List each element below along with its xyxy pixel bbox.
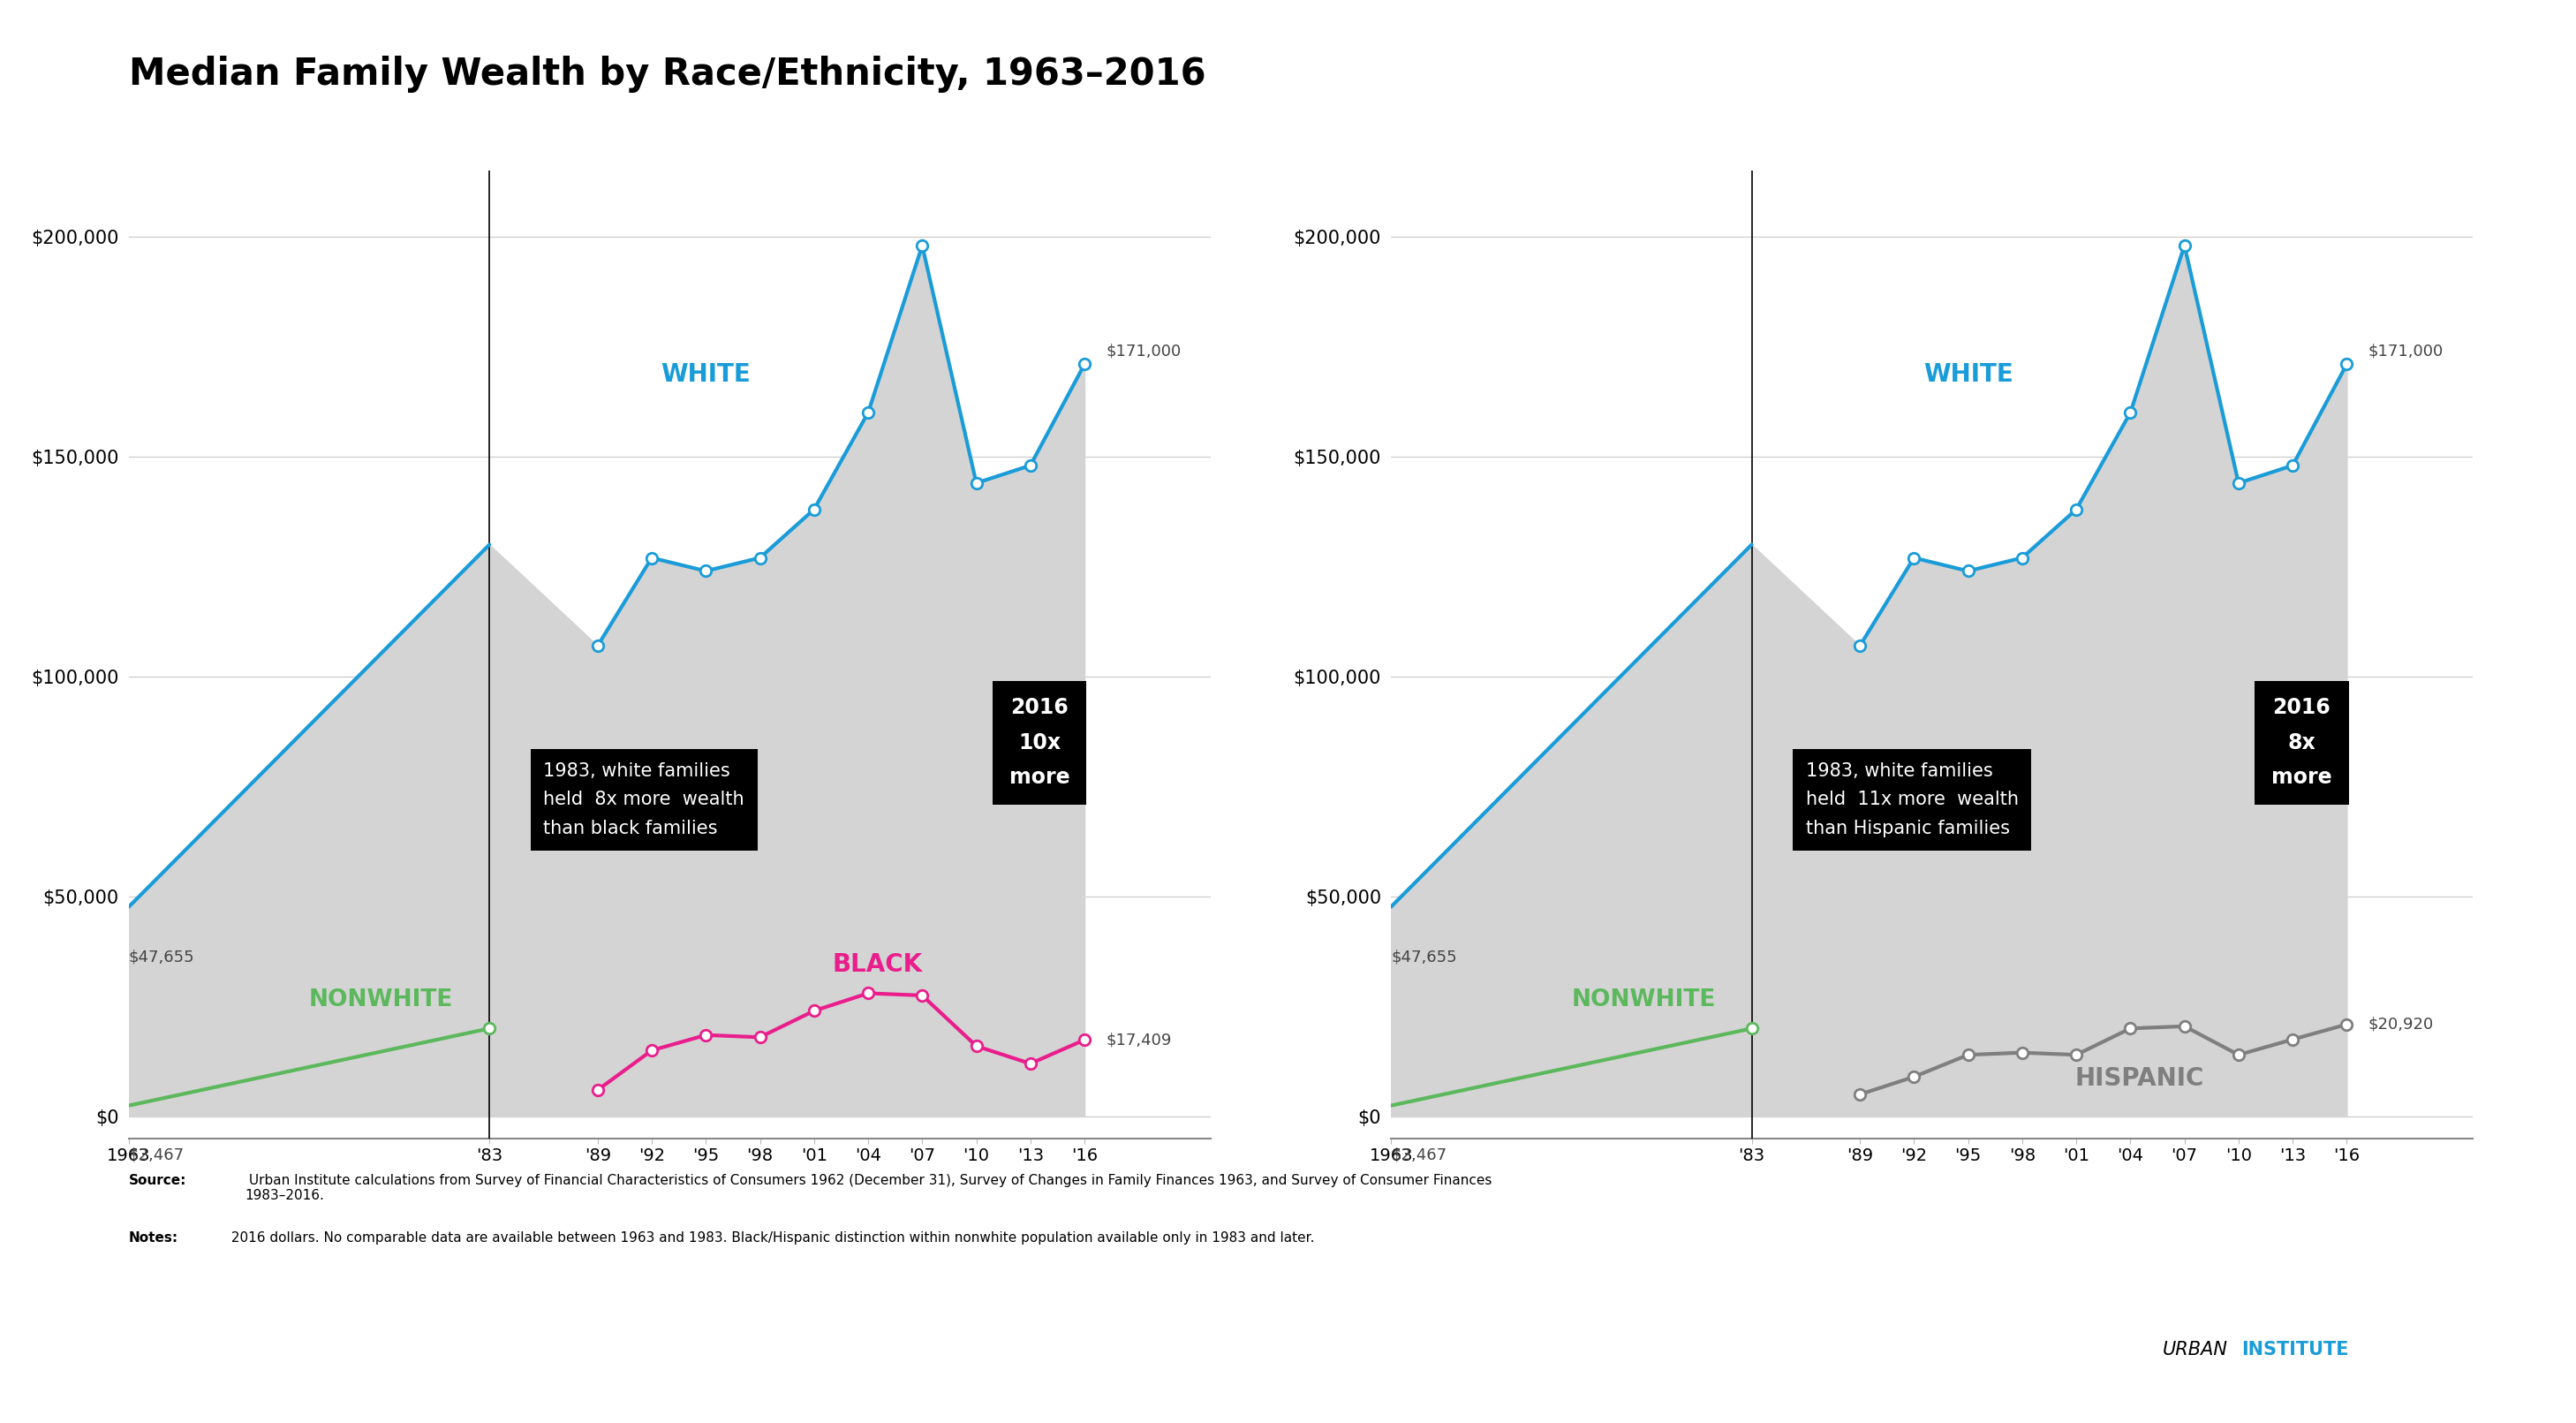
Text: 1983, white families
held  11x more  wealth
than Hispanic families: 1983, white families held 11x more wealt… xyxy=(1806,761,2020,838)
Text: Source:: Source: xyxy=(129,1174,185,1187)
Text: Urban Institute calculations from Survey of Financial Characteristics of Consume: Urban Institute calculations from Survey… xyxy=(245,1174,1492,1202)
Text: URBAN: URBAN xyxy=(2164,1340,2228,1358)
Text: NONWHITE: NONWHITE xyxy=(1571,989,1716,1012)
Text: $2,467: $2,467 xyxy=(129,1147,185,1163)
Text: WHITE: WHITE xyxy=(1924,363,2012,387)
Text: 2016 dollars. No comparable data are available between 1963 and 1983. Black/Hisp: 2016 dollars. No comparable data are ava… xyxy=(227,1231,1314,1244)
Text: $47,655: $47,655 xyxy=(1391,949,1458,965)
Text: 1983, white families
held  8x more  wealth
than black families: 1983, white families held 8x more wealth… xyxy=(544,761,744,838)
Text: NONWHITE: NONWHITE xyxy=(309,989,453,1012)
Text: Notes:: Notes: xyxy=(129,1231,178,1244)
Text: Median Family Wealth by Race/Ethnicity, 1963–2016: Median Family Wealth by Race/Ethnicity, … xyxy=(129,55,1206,92)
Text: $47,655: $47,655 xyxy=(129,949,196,965)
Text: $20,920: $20,920 xyxy=(2367,1016,2434,1032)
Text: 2016
10x
more: 2016 10x more xyxy=(1010,697,1069,788)
Text: HISPANIC: HISPANIC xyxy=(2074,1066,2205,1091)
Text: WHITE: WHITE xyxy=(662,363,750,387)
Text: $2,467: $2,467 xyxy=(1391,1147,1448,1163)
Text: $17,409: $17,409 xyxy=(1105,1032,1172,1047)
Text: $171,000: $171,000 xyxy=(2367,343,2445,359)
Text: BLACK: BLACK xyxy=(832,952,922,976)
Text: INSTITUTE: INSTITUTE xyxy=(2241,1340,2349,1358)
Text: 2016
8x
more: 2016 8x more xyxy=(2272,697,2331,788)
Text: $171,000: $171,000 xyxy=(1105,343,1182,359)
